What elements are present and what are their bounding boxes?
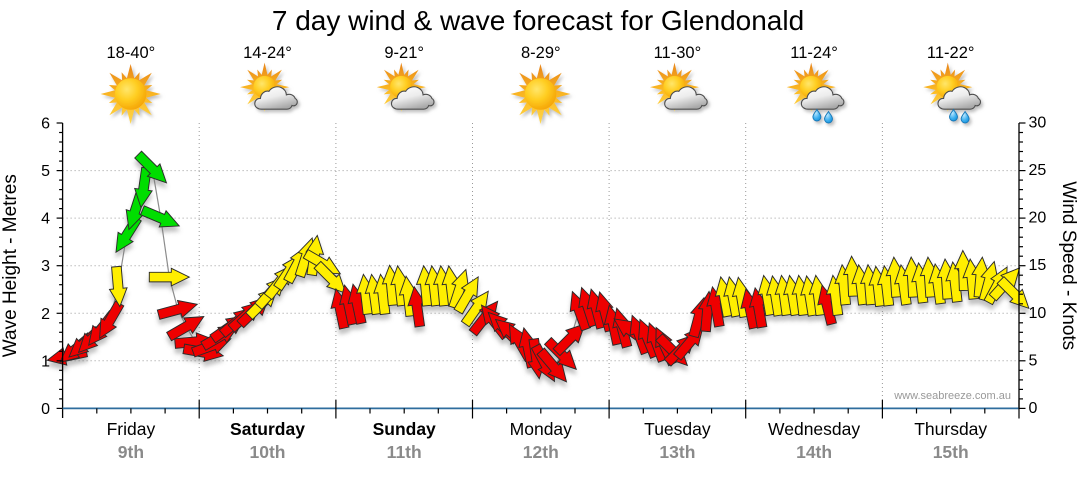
svg-text:10th: 10th [250, 442, 286, 462]
svg-text:Saturday: Saturday [230, 419, 305, 439]
svg-text:www.seabreeze.com.au: www.seabreeze.com.au [893, 390, 1011, 402]
svg-text:Wednesday: Wednesday [768, 419, 860, 439]
svg-text:Sunday: Sunday [373, 419, 436, 439]
svg-text:20: 20 [1029, 210, 1047, 227]
svg-text:11-22°: 11-22° [927, 44, 975, 62]
svg-text:0: 0 [41, 401, 50, 418]
svg-text:6: 6 [41, 116, 50, 133]
svg-text:12th: 12th [523, 442, 559, 462]
svg-text:7 day wind & wave forecast for: 7 day wind & wave forecast for Glendonal… [272, 5, 804, 36]
svg-text:10: 10 [1029, 305, 1047, 322]
svg-text:5: 5 [1029, 352, 1038, 369]
svg-text:Tuesday: Tuesday [644, 419, 711, 439]
svg-text:11-30°: 11-30° [654, 44, 702, 62]
svg-text:9-21°: 9-21° [384, 44, 424, 62]
svg-text:2: 2 [41, 306, 50, 323]
svg-text:8-29°: 8-29° [521, 44, 561, 62]
svg-text:Thursday: Thursday [914, 419, 987, 439]
svg-text:25: 25 [1029, 162, 1047, 179]
svg-text:11-24°: 11-24° [790, 44, 838, 62]
svg-text:11th: 11th [387, 442, 422, 462]
svg-text:15th: 15th [933, 442, 969, 462]
svg-text:3: 3 [41, 258, 50, 275]
svg-text:0: 0 [1029, 400, 1038, 417]
svg-text:9th: 9th [118, 442, 144, 462]
svg-text:15: 15 [1029, 257, 1047, 274]
svg-text:18-40°: 18-40° [106, 44, 155, 62]
svg-text:14-24°: 14-24° [243, 44, 292, 62]
svg-text:1: 1 [41, 353, 50, 370]
svg-text:30: 30 [1029, 115, 1047, 132]
svg-text:Friday: Friday [107, 419, 156, 439]
svg-text:13th: 13th [659, 442, 695, 462]
svg-text:4: 4 [41, 211, 50, 228]
svg-text:Wind Speed - Knots: Wind Speed - Knots [1058, 181, 1079, 350]
svg-text:Wave Height - Metres: Wave Height - Metres [0, 174, 21, 357]
svg-text:Monday: Monday [510, 419, 573, 439]
svg-text:14th: 14th [796, 442, 832, 462]
svg-text:5: 5 [41, 163, 50, 180]
